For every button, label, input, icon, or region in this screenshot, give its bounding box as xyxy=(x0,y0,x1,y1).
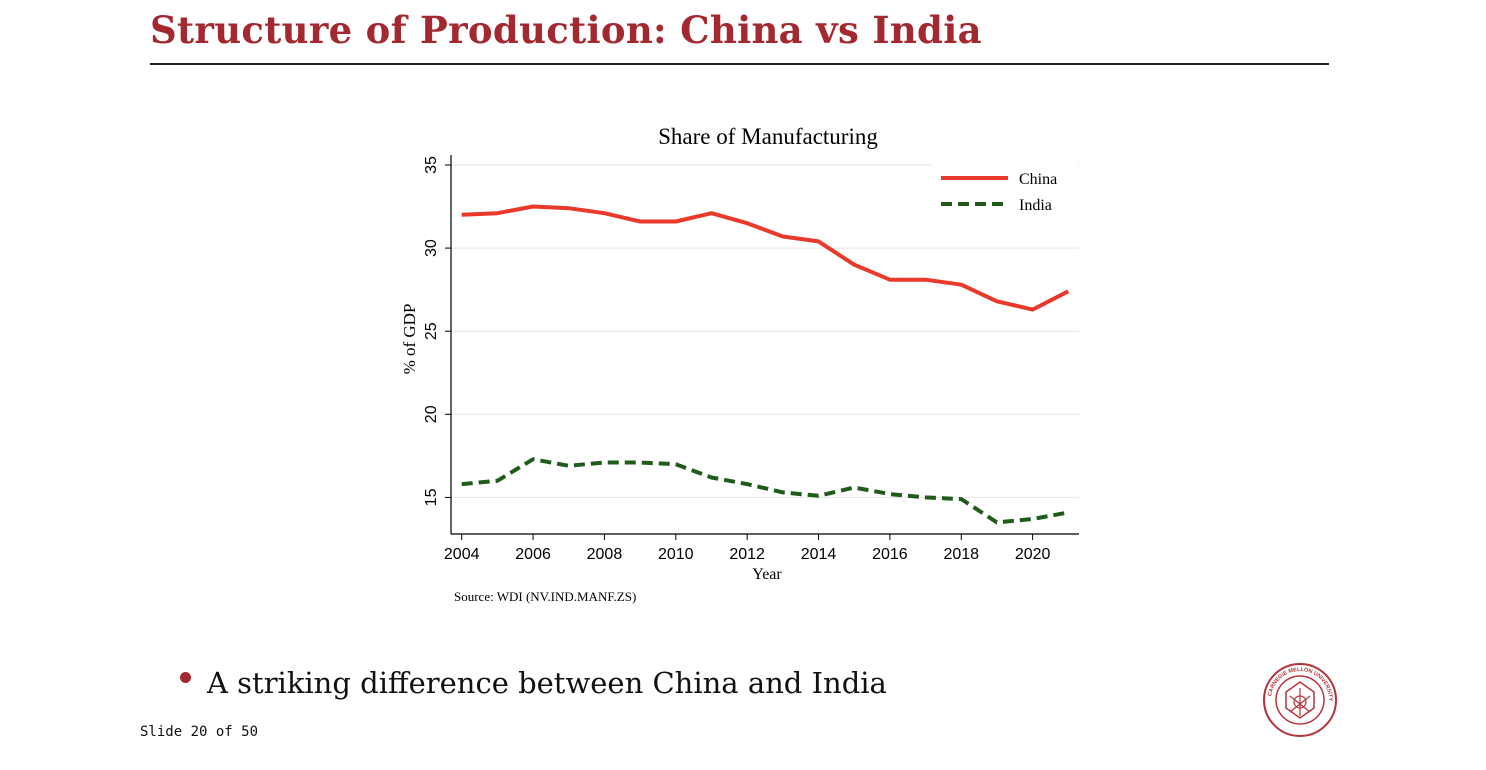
x-tick-label: 2018 xyxy=(943,546,979,563)
legend-label-china: China xyxy=(1019,171,1057,188)
series-line-india xyxy=(461,457,1069,525)
bullet-icon xyxy=(180,671,191,683)
legend: China India xyxy=(933,162,1077,218)
bullet-text: A striking difference between China and … xyxy=(207,666,887,700)
y-tick-label: 30 xyxy=(423,239,440,257)
tick-labels: 15 20 25 30 35 2004 2006 2008 2010 2012 2014 2016 20… xyxy=(423,156,1051,563)
y-tick-label: 20 xyxy=(423,405,440,423)
series-lines xyxy=(461,204,1070,525)
x-tick-label: 2014 xyxy=(801,546,837,563)
title-divider xyxy=(150,63,1329,65)
series-line-china xyxy=(461,204,1070,312)
legend-box xyxy=(933,162,1077,218)
chart-title: Share of Manufacturing xyxy=(658,124,878,149)
y-tick-label: 35 xyxy=(423,156,440,174)
x-tick-label: 2006 xyxy=(515,546,551,563)
slide-number: Slide 20 of 50 xyxy=(140,724,259,740)
university-seal-logo: CARNEGIE MELLON UNIVERSITY xyxy=(1263,663,1337,737)
source-note: Source: WDI (NV.IND.MANF.ZS) xyxy=(454,589,636,604)
x-tick-label: 2016 xyxy=(872,546,908,563)
x-tick-label: 2012 xyxy=(729,546,765,563)
x-tick-label: 2010 xyxy=(658,546,694,563)
grid-lines xyxy=(451,164,1079,498)
y-tick-label: 25 xyxy=(423,322,440,340)
slide-title: Structure of Production: China vs India xyxy=(150,8,982,52)
x-tick-label: 2020 xyxy=(1015,546,1051,563)
legend-label-india: India xyxy=(1019,197,1052,214)
x-axis-label: Year xyxy=(752,566,782,583)
bullet-point: A striking difference between China and … xyxy=(180,666,887,700)
x-tick-label: 2008 xyxy=(587,546,623,563)
axes xyxy=(445,155,1079,540)
x-tick-label: 2004 xyxy=(444,546,480,563)
y-axis-label: % of GDP xyxy=(400,304,419,375)
y-tick-label: 15 xyxy=(423,488,440,506)
